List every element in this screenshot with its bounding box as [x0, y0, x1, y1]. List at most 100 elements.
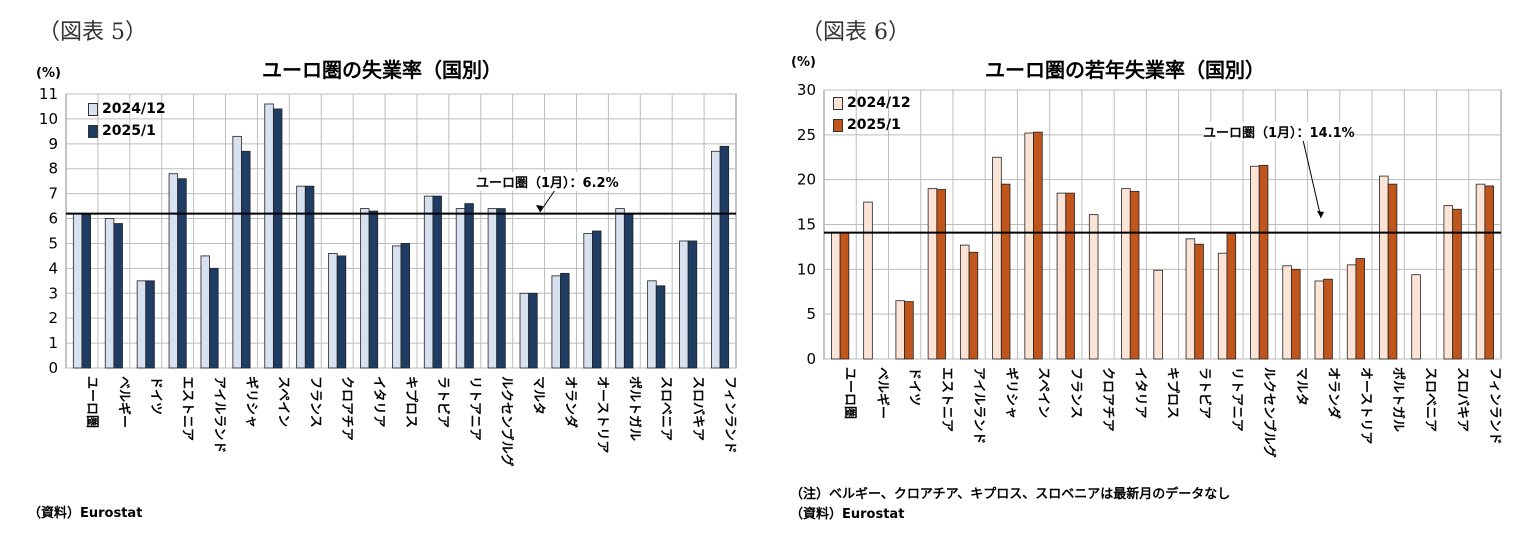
- bar: [528, 292, 538, 369]
- bar-chart-svg: 0 1 2 3 4 5 6 7 8 9 10 11 ユーロ圏 ベルギー ドイツ エストニア アイルランド ギリシャ…: [39, 85, 737, 467]
- x-tick-label: ルクセンブルグ: [499, 376, 515, 467]
- x-tick-label: エストニア: [180, 376, 195, 441]
- x-tick-label: リトアニア: [467, 376, 482, 441]
- x-tick-label: フランス: [1068, 367, 1083, 419]
- y-unit-label: (%): [791, 55, 816, 70]
- bar: [1024, 132, 1034, 360]
- bar: [113, 223, 123, 369]
- bar: [1314, 280, 1325, 360]
- bar: [831, 232, 841, 360]
- bar: [1443, 205, 1454, 360]
- x-tick-label: クロアチア: [1100, 367, 1115, 432]
- legend-label: 2024/12: [847, 95, 911, 111]
- annotation-arrow: [1302, 139, 1322, 219]
- bar: [1033, 131, 1043, 360]
- bar: [209, 267, 219, 369]
- bar: [368, 210, 379, 369]
- y-tick-label: 6: [48, 210, 58, 228]
- y-tick-label: 8: [48, 160, 58, 178]
- bar: [360, 208, 370, 369]
- y-tick-label: 3: [48, 284, 58, 302]
- bar: [711, 150, 721, 369]
- bar: [519, 292, 530, 369]
- bar: [1185, 238, 1196, 360]
- x-tick-label: オランダ: [563, 376, 579, 428]
- bar: [423, 195, 434, 369]
- annotation-arrowhead: [1317, 211, 1324, 218]
- legend-swatch: [88, 124, 98, 138]
- x-tick-label: ベルギー: [116, 376, 132, 428]
- y-tick-label: 1: [48, 334, 58, 352]
- x-tick-label: マルタ: [531, 376, 546, 415]
- x-tick-label: ユーロ圏: [842, 367, 857, 419]
- x-tick-label: キプロス: [1165, 367, 1180, 419]
- bar: [168, 173, 179, 369]
- bar: [232, 135, 242, 369]
- bar: [72, 213, 83, 369]
- bar: [136, 280, 147, 369]
- chart-title: ユーロ圏の失業率（国別）: [262, 58, 502, 82]
- bar: [927, 188, 938, 360]
- x-tick-label: ギリシャ: [243, 376, 259, 428]
- footnote: （注）ベルギー、クロアチア、キプロス、スロベニアは最新月のデータなし: [790, 487, 1231, 502]
- bar: [1484, 185, 1494, 360]
- bar: [647, 280, 657, 369]
- legend-swatch: [88, 102, 98, 116]
- bar: [1129, 190, 1140, 360]
- annotation-arrowhead: [536, 205, 543, 212]
- bar: [81, 213, 91, 369]
- bar: [1250, 165, 1260, 360]
- x-tick-label: オーストリア: [1358, 367, 1373, 444]
- bar: [583, 233, 593, 369]
- y-tick-label: 9: [48, 135, 58, 153]
- x-tick-label: イタリア: [371, 376, 386, 427]
- x-tick-label: ラトビア: [1197, 367, 1213, 419]
- bar: [1387, 183, 1398, 360]
- bar: [304, 185, 315, 369]
- bar: [839, 232, 850, 360]
- y-tick-label: 25: [797, 126, 816, 144]
- bar: [464, 203, 474, 369]
- right-chart-panel: （図表 6） ユーロ圏の若年失業率（国別） (%) 0 5 10 15 20 25 30 ユー…: [763, 0, 1526, 542]
- bar: [904, 301, 914, 360]
- bar: [400, 243, 411, 369]
- legend-item: 2025/1: [833, 114, 911, 136]
- figure-label: （図表 6）: [801, 20, 910, 45]
- source-note: （資料）Eurostat: [28, 506, 143, 521]
- bar: [455, 208, 466, 369]
- bar: [1258, 164, 1269, 360]
- bar: [1000, 183, 1011, 360]
- bar: [719, 145, 730, 369]
- bar: [1282, 265, 1292, 360]
- x-tick-label: フランス: [307, 376, 322, 428]
- bar: [551, 275, 561, 369]
- left-chart-panel: （図表 5） ユーロ圏の失業率（国別） (%) 0 1 2 3 4 5 6 7 8 9 10 11 ユー…: [28, 20, 737, 521]
- bar: [592, 230, 602, 369]
- bar: [177, 178, 187, 369]
- bar: [1379, 175, 1389, 360]
- bar: [1121, 188, 1131, 360]
- x-tick-label: スロバキア: [690, 376, 705, 441]
- legend-item: 2025/1: [88, 120, 166, 142]
- bar: [264, 103, 274, 369]
- bar: [959, 244, 970, 360]
- annotation-arrow: [539, 189, 556, 213]
- x-tick-label: フィンランド: [1487, 367, 1502, 445]
- legend-label: 2024/12: [102, 101, 166, 117]
- y-tick-label: 5: [48, 234, 58, 252]
- bar: [200, 255, 210, 369]
- bar: [1475, 183, 1486, 360]
- y-tick-label: 15: [797, 216, 816, 234]
- bar: [391, 245, 402, 369]
- bar: [1088, 214, 1099, 360]
- reference-annotation: ユーロ圏（1月）：14.1%: [1203, 122, 1355, 141]
- x-tick-label: スロベニア: [1422, 367, 1437, 432]
- bar: [336, 255, 347, 369]
- x-tick-label: ドイツ: [148, 376, 163, 415]
- bar: [992, 156, 1002, 360]
- bar: [560, 272, 570, 369]
- bar: [1452, 208, 1462, 360]
- bar: [241, 150, 251, 369]
- x-tick-label: スペイン: [275, 376, 290, 427]
- bar: [496, 208, 506, 369]
